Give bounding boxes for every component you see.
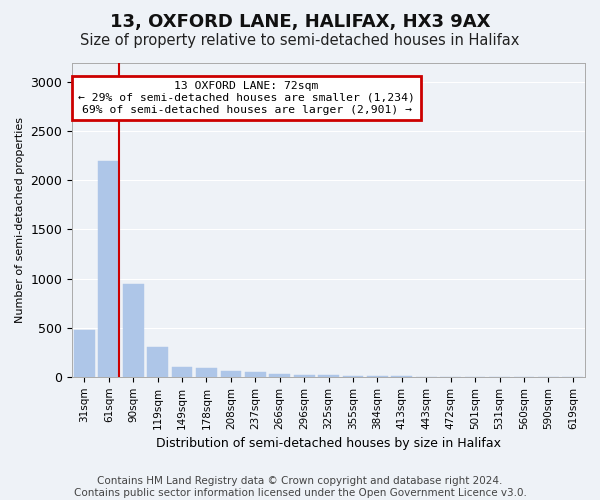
Text: Size of property relative to semi-detached houses in Halifax: Size of property relative to semi-detach… [80,32,520,48]
Bar [74,330,95,377]
Bar [196,368,217,377]
Bar [294,374,314,377]
Text: Contains HM Land Registry data © Crown copyright and database right 2024.
Contai: Contains HM Land Registry data © Crown c… [74,476,526,498]
Bar [123,284,143,377]
Bar [269,374,290,377]
Bar [318,376,339,377]
Text: 13, OXFORD LANE, HALIFAX, HX3 9AX: 13, OXFORD LANE, HALIFAX, HX3 9AX [110,12,490,30]
Bar [147,348,168,377]
Bar [343,376,364,377]
Bar [98,160,119,377]
Bar [221,370,241,377]
Text: 13 OXFORD LANE: 72sqm
← 29% of semi-detached houses are smaller (1,234)
69% of s: 13 OXFORD LANE: 72sqm ← 29% of semi-deta… [78,82,415,114]
Bar [367,376,388,377]
Bar [172,367,193,377]
Bar [245,372,266,377]
X-axis label: Distribution of semi-detached houses by size in Halifax: Distribution of semi-detached houses by … [156,437,501,450]
Y-axis label: Number of semi-detached properties: Number of semi-detached properties [15,116,25,322]
